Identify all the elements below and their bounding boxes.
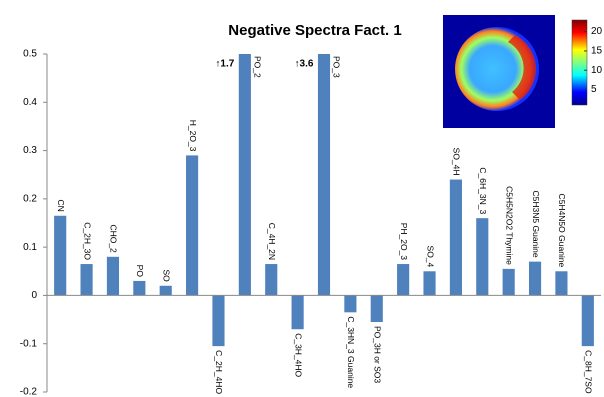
- bar: [397, 264, 410, 296]
- category-label: C_2H_3O: [82, 222, 92, 260]
- category-label: SO_4H: [452, 148, 462, 176]
- category-label: C_4H_2N: [267, 223, 277, 260]
- category-label: CHO_2: [109, 224, 119, 253]
- category-label: C5H3N5 Guanine: [531, 191, 541, 258]
- category-label: SO_4: [425, 246, 435, 268]
- category-label: H_2O_3: [188, 120, 198, 152]
- category-label: SO: [161, 269, 171, 282]
- bar: [502, 268, 515, 296]
- y-tick-label: 0: [31, 290, 37, 301]
- bar: [555, 271, 568, 296]
- bar: [265, 264, 278, 296]
- category-label: C_3HN_3 Guanine: [346, 316, 356, 388]
- chart-title: Negative Spectra Fact. 1: [228, 22, 401, 39]
- colorbar-tick-label: 10: [591, 65, 603, 76]
- y-tick-label: 0.3: [23, 145, 37, 156]
- y-tick-label: 0.1: [23, 242, 37, 253]
- bar: [238, 54, 251, 296]
- inset-image: 20 15 10 5: [443, 15, 603, 128]
- bar: [581, 295, 594, 347]
- bar: [449, 179, 462, 296]
- category-label: PH_2O_3: [399, 223, 409, 261]
- bar: [54, 215, 67, 296]
- category-label: C_8H_7SO: [584, 350, 594, 394]
- category-label: C_3H_4HO: [293, 333, 303, 377]
- colorbar-tick-label: 5: [591, 84, 597, 95]
- y-tick-label: 0.4: [23, 97, 37, 108]
- category-label: C_2H_4HO: [214, 350, 224, 394]
- bar: [476, 218, 489, 296]
- bar: [344, 295, 357, 313]
- category-label: PO: [135, 265, 145, 278]
- value-label: ↑1.7: [215, 59, 234, 70]
- category-label: C_6H_3N_3: [478, 167, 488, 214]
- y-tick-label: -0.2: [20, 387, 38, 397]
- category-label: C5H4N5O Guanine: [557, 194, 567, 268]
- colorbar-tick-label: 20: [591, 26, 603, 37]
- bar: [133, 280, 146, 296]
- plot-area: [54, 54, 594, 347]
- bar: [186, 155, 199, 296]
- bar: [106, 256, 120, 296]
- value-label: ↑3.6: [295, 59, 314, 70]
- category-label: CN: [56, 199, 66, 211]
- category-label: C5H5N2O2 Thymine: [504, 186, 514, 265]
- colorbar-tick-label: 15: [591, 46, 603, 57]
- y-tick-label: -0.1: [20, 338, 38, 349]
- y-tick-label: 0.2: [23, 193, 37, 204]
- category-label: PO_3: [332, 56, 342, 78]
- bar: [423, 271, 436, 296]
- bar: [370, 295, 383, 322]
- category-label: PO_2: [252, 56, 262, 78]
- bar: [528, 261, 542, 296]
- category-label: PO_3H or SO3: [373, 326, 383, 383]
- bar: [291, 295, 304, 330]
- bar: [159, 285, 172, 296]
- bar: [212, 295, 225, 347]
- y-tick-label: 0.5: [23, 49, 37, 60]
- colorbar: [571, 19, 588, 106]
- heatmap-hotspot: [508, 35, 537, 100]
- bar: [80, 264, 93, 296]
- bar: [317, 54, 331, 296]
